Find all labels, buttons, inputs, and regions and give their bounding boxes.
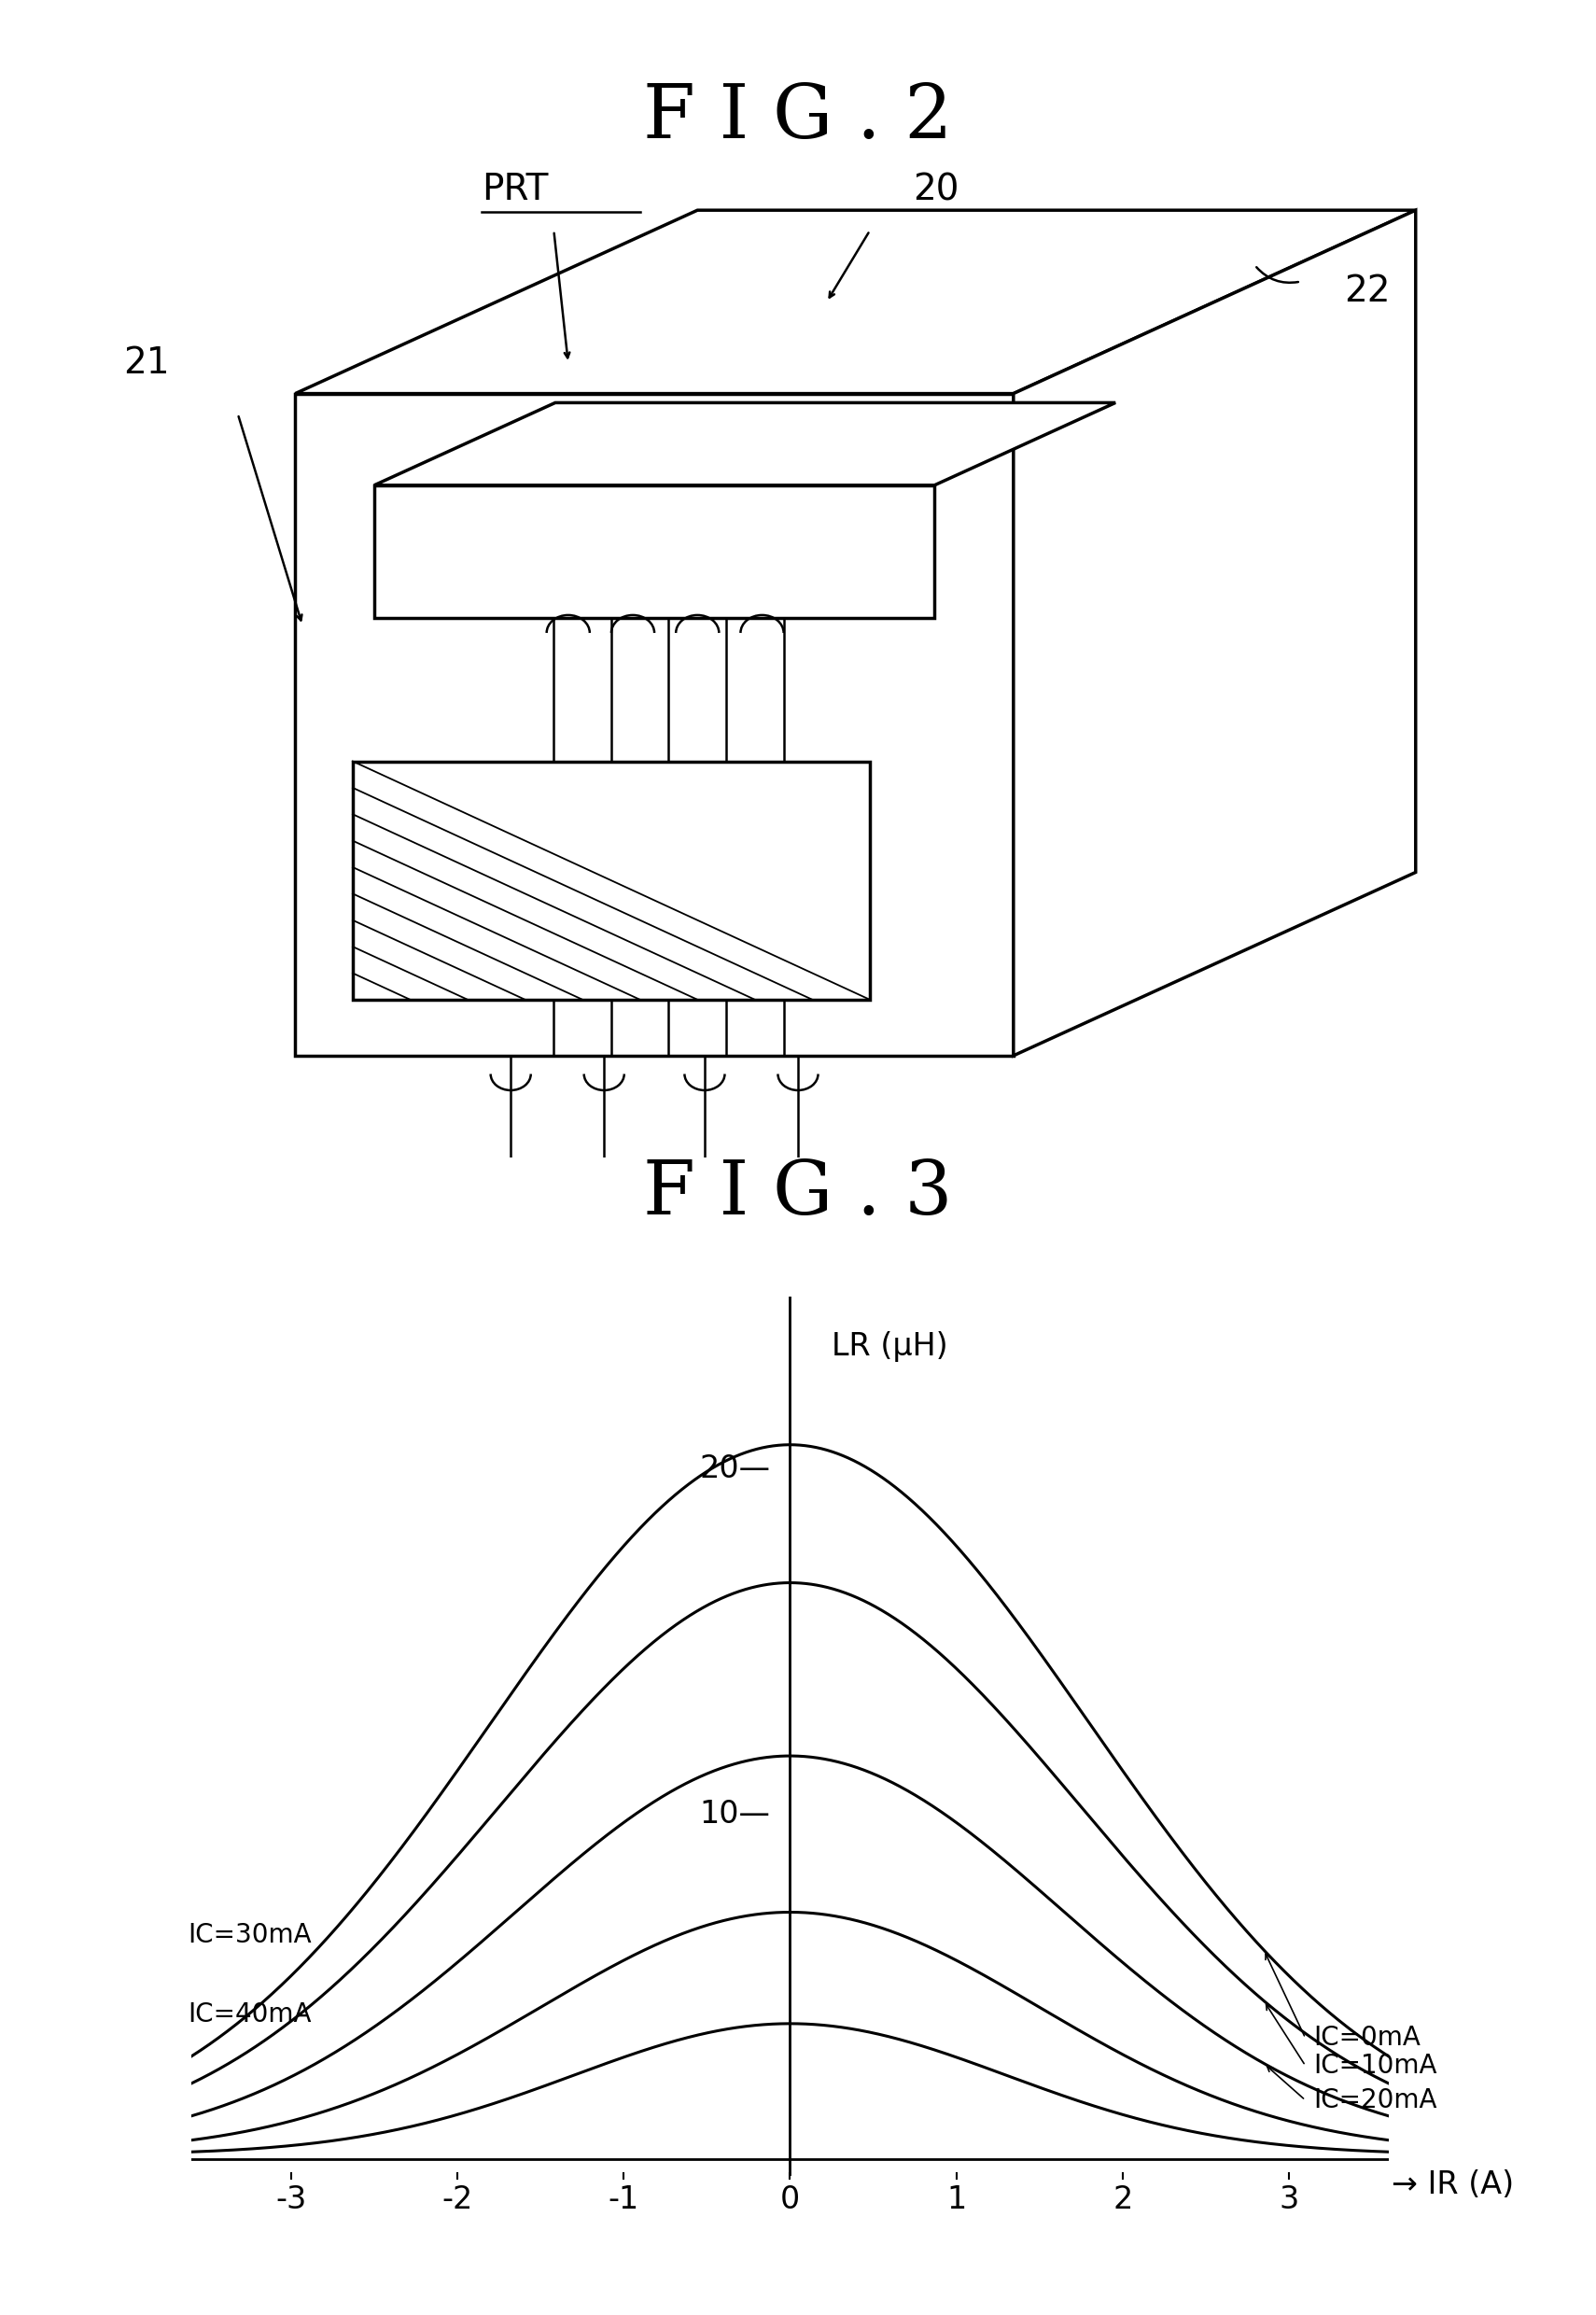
- Text: → IR (A): → IR (A): [1392, 2169, 1515, 2199]
- Text: 20—: 20—: [699, 1454, 771, 1484]
- Circle shape: [578, 1276, 630, 1313]
- Text: IC=10mA: IC=10mA: [1314, 2053, 1438, 2079]
- Text: PRT: PRT: [482, 171, 549, 208]
- Text: 21: 21: [123, 345, 169, 380]
- Text: NR: NR: [531, 1357, 584, 1391]
- Circle shape: [485, 1276, 536, 1313]
- Text: IC=40mA: IC=40mA: [188, 2000, 311, 2028]
- Text: F I G . 3: F I G . 3: [643, 1158, 953, 1229]
- Text: 22: 22: [1344, 273, 1390, 310]
- Text: 10—: 10—: [699, 1799, 771, 1829]
- Polygon shape: [353, 762, 870, 1000]
- Polygon shape: [373, 403, 1116, 486]
- Text: NC: NC: [725, 1357, 777, 1391]
- Text: IC=30mA: IC=30mA: [188, 1921, 311, 1947]
- Text: LR (μH): LR (μH): [832, 1331, 948, 1361]
- Text: 20: 20: [913, 171, 959, 208]
- Polygon shape: [295, 211, 1416, 394]
- Polygon shape: [373, 486, 934, 618]
- Polygon shape: [1013, 211, 1416, 1056]
- Text: IC=20mA: IC=20mA: [1314, 2088, 1438, 2114]
- Circle shape: [772, 1276, 824, 1313]
- Circle shape: [678, 1276, 731, 1313]
- Polygon shape: [295, 394, 1013, 1056]
- Text: IC=0mA: IC=0mA: [1314, 2026, 1420, 2051]
- Text: F I G . 2: F I G . 2: [643, 81, 953, 153]
